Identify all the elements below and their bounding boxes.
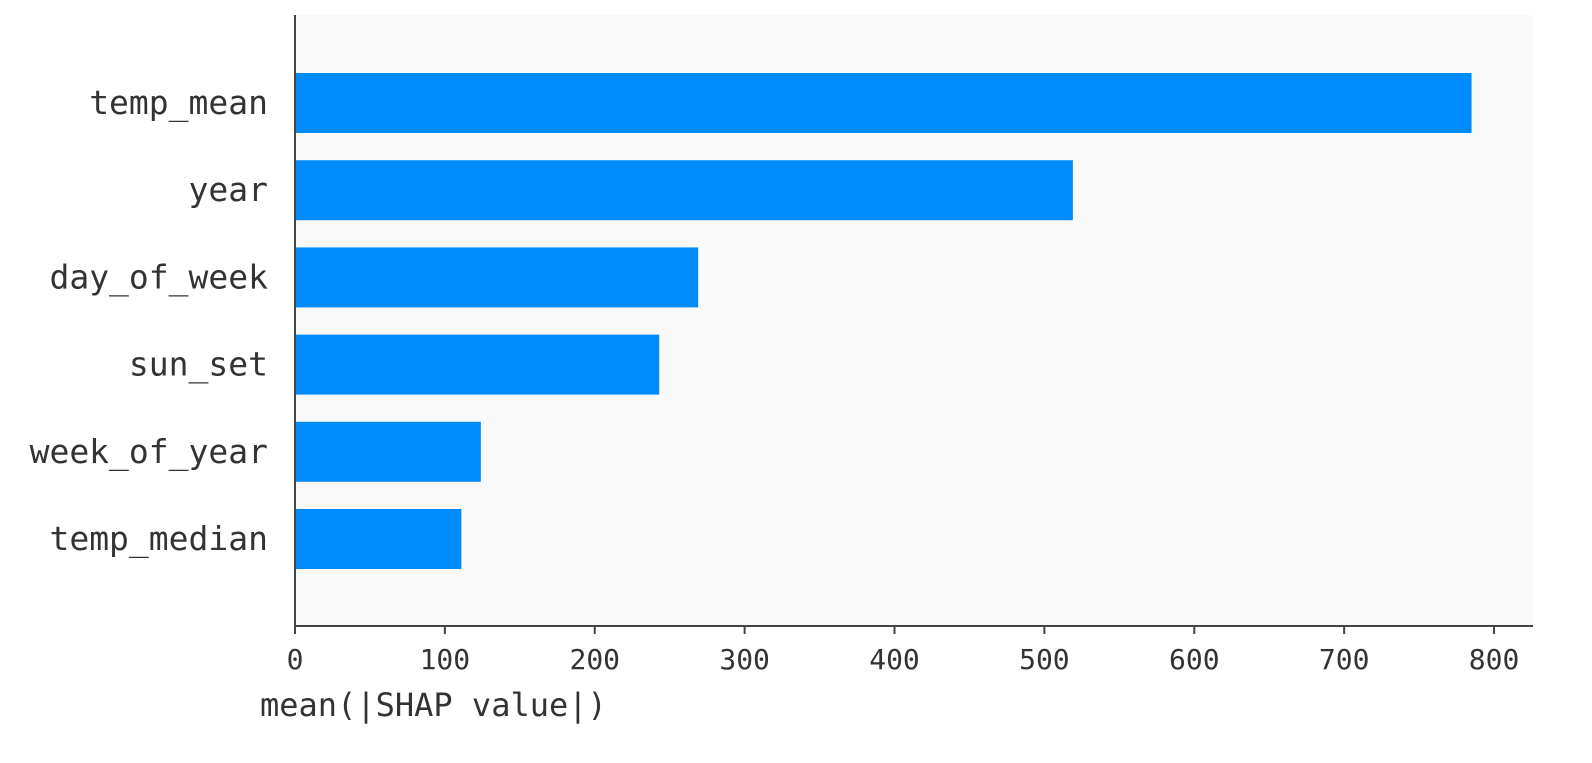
bar-week-of-year <box>295 421 481 482</box>
bar-year <box>295 160 1073 221</box>
y-tick-label: year <box>189 170 268 209</box>
y-tick-label: day_of_week <box>49 257 268 297</box>
y-tick-label: sun_set <box>129 345 268 385</box>
y-tick-label: temp_mean <box>89 83 268 123</box>
x-tick-label: 800 <box>1469 643 1520 676</box>
bar-day-of-week <box>295 247 699 308</box>
bar-temp-mean <box>295 73 1472 133</box>
y-tick-label: week_of_year <box>30 432 268 472</box>
x-tick-label: 200 <box>569 643 620 676</box>
x-tick-label: 100 <box>420 643 471 676</box>
bar-sun-set <box>295 334 660 395</box>
x-tick-label: 600 <box>1169 643 1220 676</box>
y-tick-label: temp_median <box>49 519 268 559</box>
x-tick-label: 0 <box>287 643 304 676</box>
x-tick-label: 700 <box>1319 643 1370 676</box>
x-ticks: 0 100 200 300 400 500 600 700 800 <box>287 626 1520 676</box>
x-tick-label: 500 <box>1019 643 1070 676</box>
bar-temp-median <box>295 509 462 569</box>
bars-group <box>295 73 1472 569</box>
x-axis-label: mean(|SHAP value|) <box>260 686 607 724</box>
x-tick-label: 400 <box>869 643 920 676</box>
x-tick-label: 300 <box>719 643 770 676</box>
